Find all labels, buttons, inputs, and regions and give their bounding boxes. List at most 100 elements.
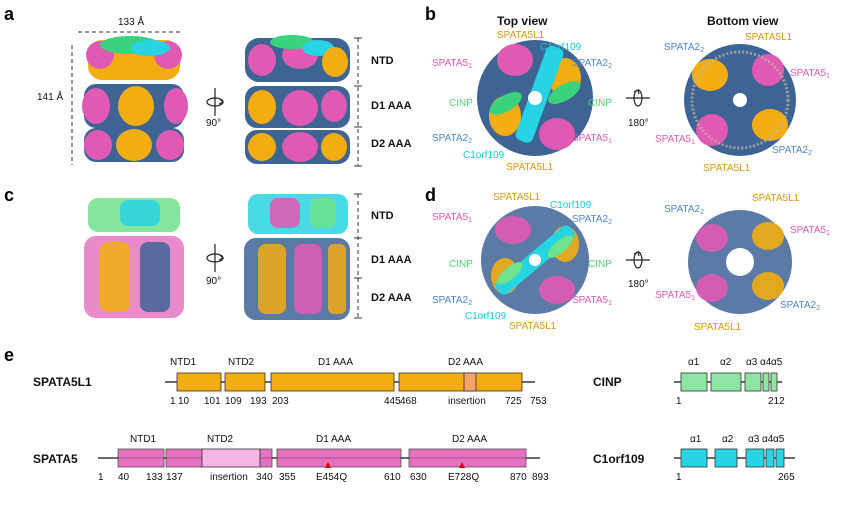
b-top-spata5l1-top: SPATA5L1 (497, 30, 545, 41)
c1orf109-domain-name: C1orf109 (593, 452, 645, 466)
spata5-ntd1-label: NTD1 (130, 434, 157, 445)
spata5l1-insertion-label: insertion (448, 396, 486, 407)
spata5-pos-355: 355 (279, 472, 296, 483)
spata5-pos-340: 340 (256, 472, 273, 483)
d-top-cinp-left: CINP (449, 259, 473, 270)
c1orf109-a3: α3 (748, 434, 760, 445)
cinp-domain-name: CINP (593, 375, 622, 389)
panel-b-letter: b (425, 4, 436, 24)
bottom-view-ribbon-d (688, 210, 792, 314)
rotation-label-c: 90° (206, 276, 222, 287)
b-top-spata5-left: SPATA51 (432, 58, 473, 70)
spata5-pos-630: 630 (410, 472, 427, 483)
rotation-label-b: 180° (628, 118, 649, 129)
rotate-90-icon-c (206, 244, 225, 272)
panel-b-graphics (477, 40, 796, 156)
spata5l1-ntd2-label: NTD2 (228, 357, 255, 368)
spata5l1-domain-name: SPATA5L1 (33, 375, 92, 389)
spata5l1-pos-101: 101 (204, 396, 221, 407)
width-dimension-label: 133 Å (118, 17, 145, 28)
c1orf109-domain-bar (674, 448, 795, 468)
b-bot-spata5-left: SPATA51 (655, 134, 696, 146)
b-top-cinp-right: CINP (588, 98, 612, 109)
d-top-spata5l1-top: SPATA5L1 (493, 192, 541, 203)
spata5-d1-label: D1 AAA (316, 434, 352, 445)
spata5-pos-893: 893 (532, 472, 549, 483)
top-view-map-b (477, 40, 593, 156)
d-bot-spata5l1-bottom: SPATA5L1 (694, 322, 742, 333)
cinp-a3: α3 (746, 357, 758, 368)
spata5l1-domain-bar (165, 372, 535, 392)
c1orf109-a4: α4 (762, 434, 774, 445)
spata5-pos-870: 870 (510, 472, 527, 483)
spata5-mutation-e728q: E728Q (448, 472, 480, 483)
cinp-a5: α5 (771, 357, 783, 368)
bottom-view-header-b: Bottom view (707, 14, 779, 28)
d-top-c1orf109-bottom: C1orf109 (465, 311, 507, 322)
spata5l1-d2-label: D2 AAA (448, 357, 484, 368)
b-bot-spata2-bottomright: SPATA22 (772, 145, 813, 157)
spata5-domain-bar (98, 448, 540, 468)
spata5-pos-40: 40 (118, 472, 130, 483)
spata5l1-pos-1: 1 (170, 396, 176, 407)
c1orf109-a5: α5 (773, 434, 785, 445)
d-bot-spata5-right: SPATA51 (790, 225, 831, 237)
bottom-view-map-b (684, 44, 796, 156)
panel-c-letter: c (4, 185, 15, 205)
d-top-c1orf109-top: C1orf109 (550, 200, 592, 211)
top-view-ribbon-d (481, 206, 589, 314)
b-top-spata5-right: SPATA51 (572, 133, 613, 145)
b-top-c1orf109-top: C1orf109 (540, 42, 582, 53)
b-top-spata2-left: SPATA22 (432, 133, 473, 145)
panel-a-letter: a (4, 4, 15, 24)
b-bot-spata5l1-top: SPATA5L1 (745, 32, 793, 43)
d-top-spata2-left: SPATA22 (432, 295, 473, 307)
b-bot-spata5-right: SPATA51 (790, 68, 831, 80)
spata5l1-pos-753: 753 (530, 396, 547, 407)
spata5l1-pos-10: 10 (178, 396, 190, 407)
spata5l1-ntd1-label: NTD1 (170, 357, 197, 368)
layer-d1-c: D1 AAA (371, 254, 412, 266)
c1orf109-a1: α1 (690, 434, 702, 445)
cinp-pos-1: 1 (676, 396, 682, 407)
cinp-pos-212: 212 (768, 396, 785, 407)
spata5l1-d1-label: D1 AAA (318, 357, 354, 368)
layer-d2-a: D2 AAA (371, 138, 412, 150)
d-top-spata5-left: SPATA51 (432, 212, 473, 224)
panel-c-graphics (84, 193, 362, 320)
d-bot-spata5l1-top: SPATA5L1 (752, 193, 800, 204)
d-bot-spata2-bottomright: SPATA22 (780, 300, 821, 312)
spata5-d2-label: D2 AAA (452, 434, 488, 445)
spata5-pos-133: 133 (146, 472, 163, 483)
spata5-domain-name: SPATA5 (33, 452, 78, 466)
c1orf109-pos-1: 1 (676, 472, 682, 483)
rotate-90-icon (206, 88, 225, 116)
d-bot-spata2-topleft: SPATA22 (664, 204, 705, 216)
d-top-spata5l1-bottom: SPATA5L1 (509, 321, 557, 332)
layer-d2-c: D2 AAA (371, 292, 412, 304)
spata5l1-pos-203: 203 (272, 396, 289, 407)
spata5-pos-610: 610 (384, 472, 401, 483)
b-bot-spata2-topleft: SPATA22 (664, 42, 705, 54)
spata5l1-pos-445: 445 (384, 396, 401, 407)
layer-d1-a: D1 AAA (371, 100, 412, 112)
cinp-a1: α1 (688, 357, 700, 368)
d-bot-spata5-left: SPATA51 (655, 290, 696, 302)
cinp-a2: α2 (720, 357, 732, 368)
c1orf109-a2: α2 (722, 434, 734, 445)
spata5-pos-1: 1 (98, 472, 104, 483)
d-top-spata2-right: SPATA22 (572, 214, 613, 226)
spata5l1-pos-109: 109 (225, 396, 242, 407)
spata5l1-pos-193: 193 (250, 396, 267, 407)
spata5l1-pos-725: 725 (505, 396, 522, 407)
spata5-insertion-label: insertion (210, 472, 248, 483)
ribbon-side-left (84, 198, 184, 318)
d-top-spata5-right: SPATA51 (572, 295, 613, 307)
b-top-spata5l1-bottom: SPATA5L1 (506, 162, 554, 173)
panel-a-graphics (71, 31, 362, 167)
b-top-spata2-right: SPATA22 (572, 58, 613, 70)
side-view-map-left (82, 36, 188, 162)
panel-d-graphics (481, 206, 792, 314)
rotation-label-a: 90° (206, 118, 222, 129)
